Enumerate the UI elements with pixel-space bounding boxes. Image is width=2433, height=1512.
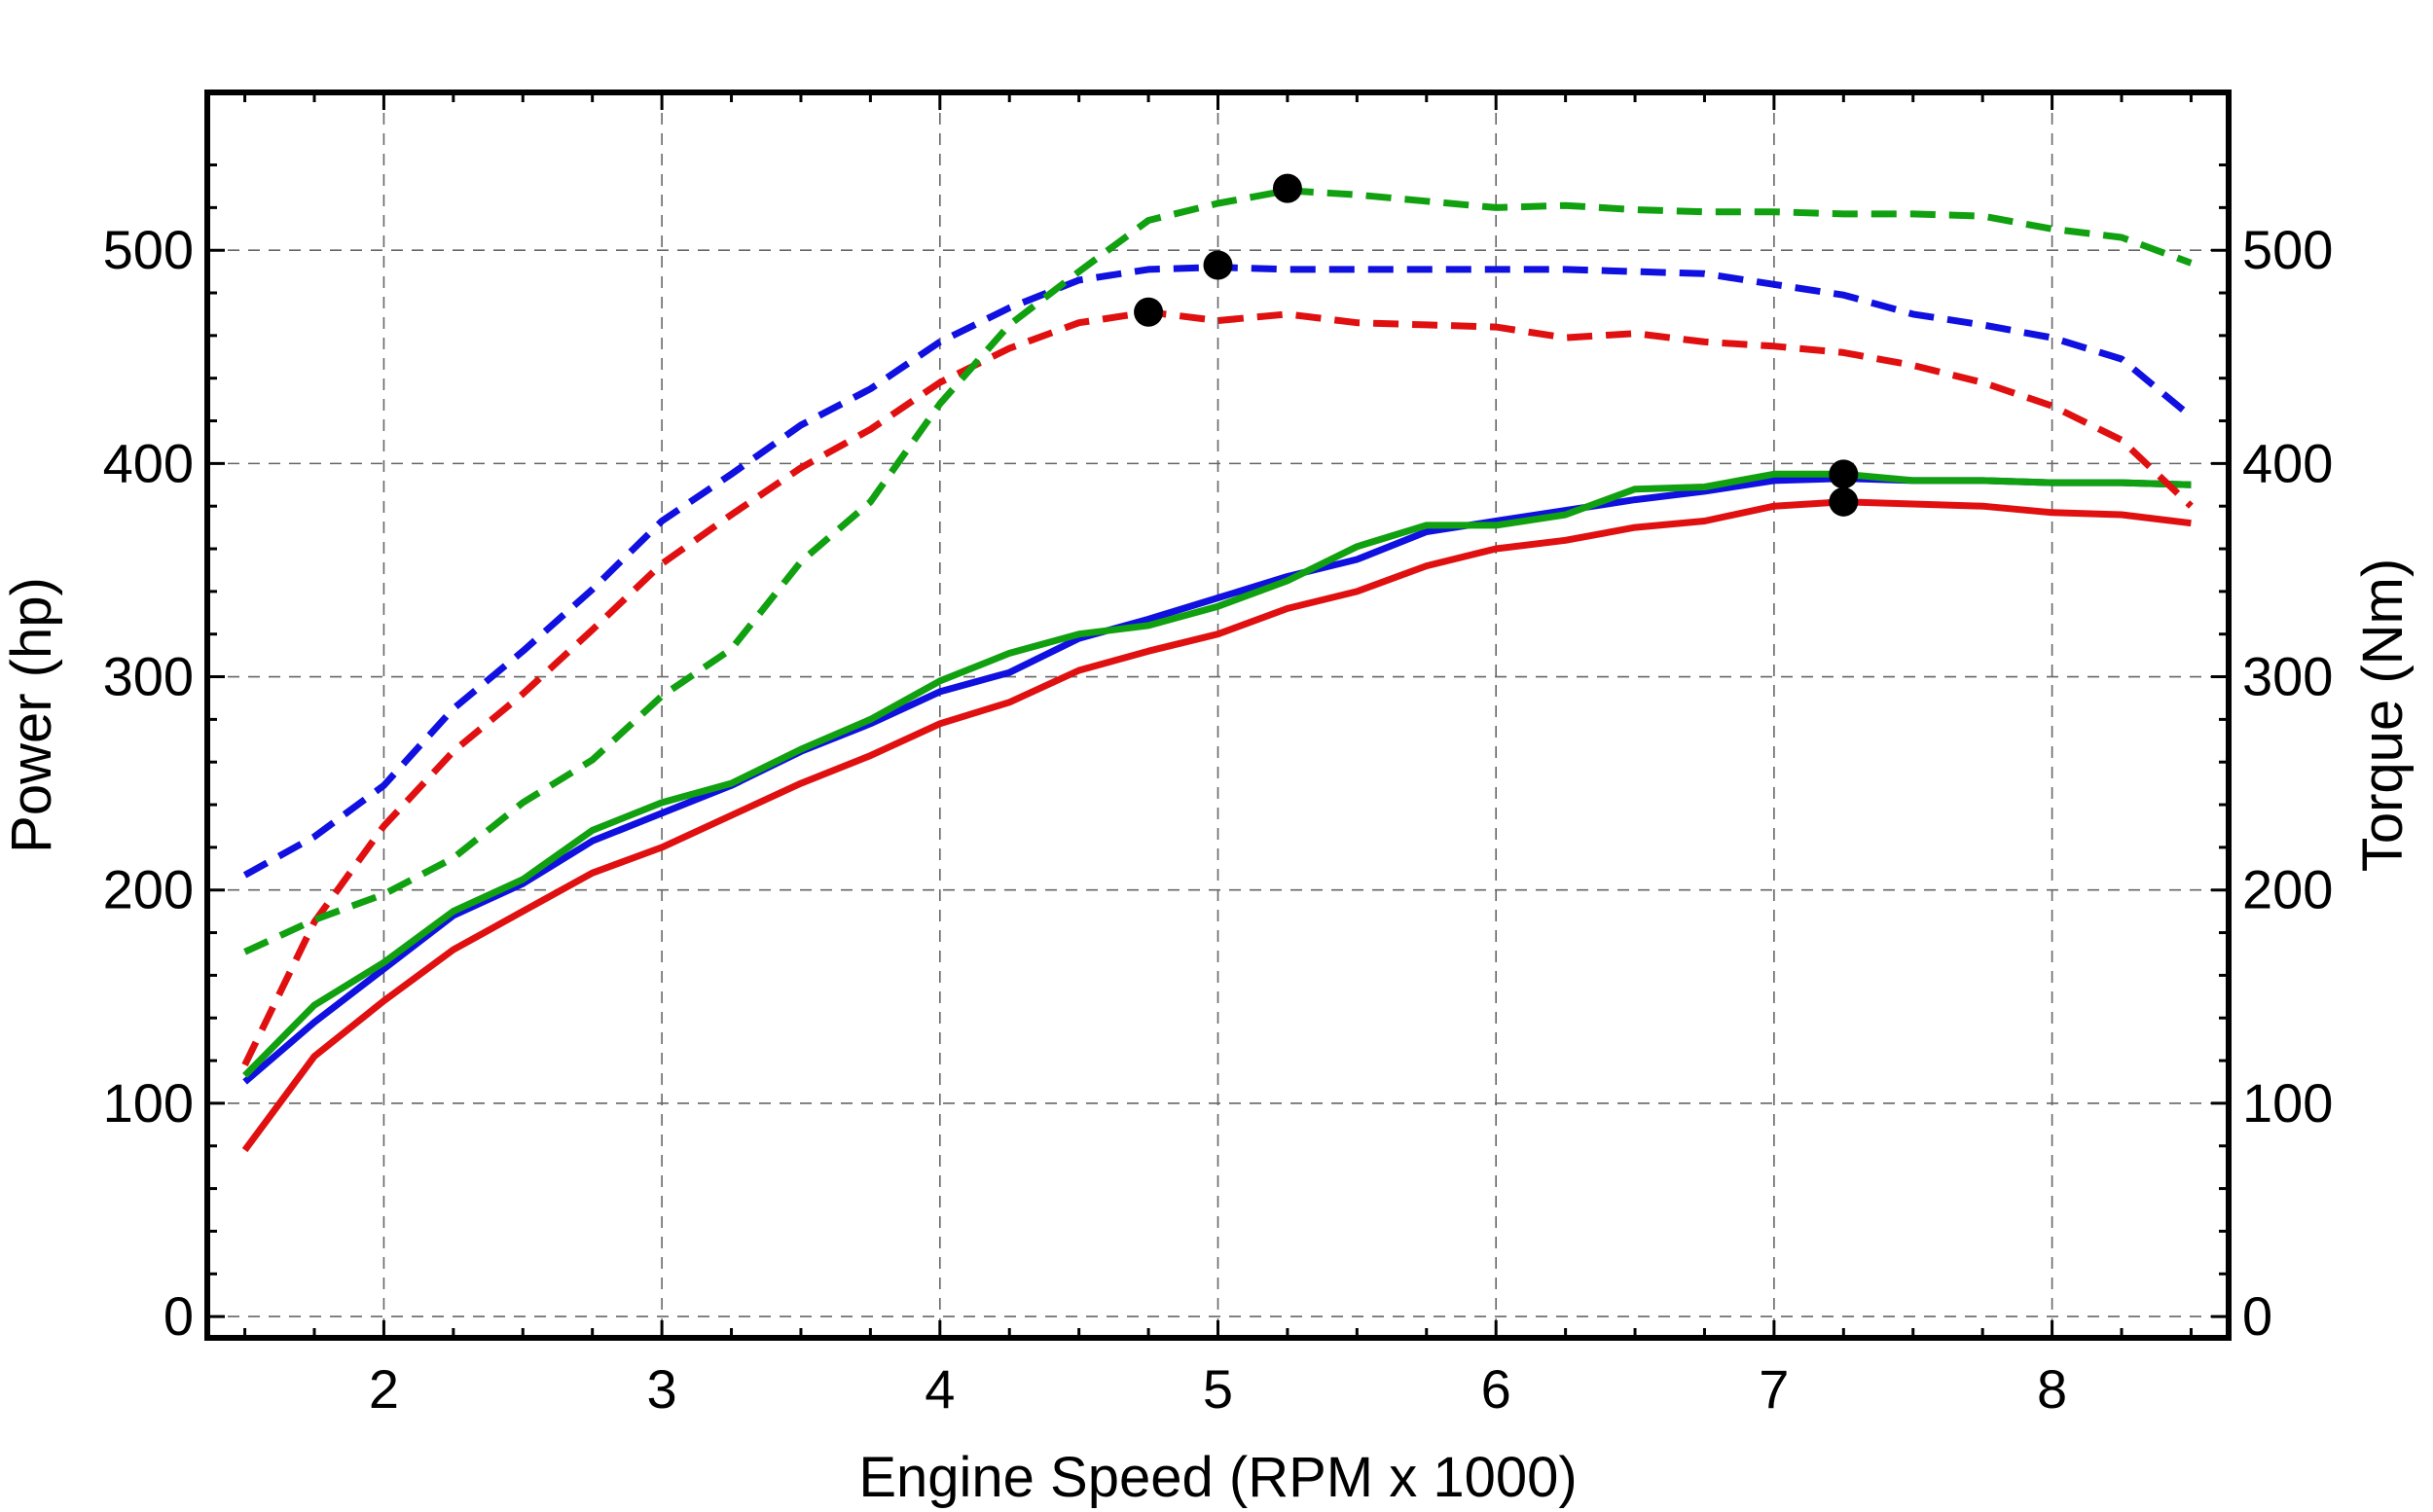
y-tick-label-left: 500 <box>103 219 194 280</box>
x-tick-label: 5 <box>1203 1358 1233 1420</box>
y-tick-label-left: 400 <box>103 432 194 493</box>
peak-marker <box>1134 297 1164 327</box>
torque-curve-dashed <box>243 187 2193 955</box>
power-curve-solid <box>241 498 2192 1153</box>
y-tick-label-right: 100 <box>2242 1072 2333 1134</box>
peak-marker <box>1829 486 1859 517</box>
grid-lines <box>207 92 2229 1338</box>
x-tick-label: 2 <box>369 1358 399 1420</box>
power-curve-solid <box>242 470 2192 1078</box>
peak-marker <box>1829 459 1859 489</box>
tick-labels: 2 3 4 5 6 7 8 0 100 200 300 400 500 0 100 200 300 400 500 <box>103 219 2334 1420</box>
y-tick-label-left: 100 <box>103 1072 194 1134</box>
x-tick-label: 6 <box>1481 1358 1511 1420</box>
y-tick-label-right: 0 <box>2242 1285 2272 1347</box>
axis-ticks <box>207 92 2229 1338</box>
y-tick-label-right: 300 <box>2242 646 2333 707</box>
x-axis-title: Engine Speed (RPM x 1000) <box>858 1446 1577 1509</box>
peak-markers <box>1134 173 1859 517</box>
y-axis-title-left: Power (hp) <box>0 577 63 853</box>
y-tick-label-left: 0 <box>163 1285 194 1347</box>
y-tick-label-right: 400 <box>2242 432 2333 493</box>
x-tick-label: 3 <box>647 1358 677 1420</box>
x-tick-label: 4 <box>925 1358 955 1420</box>
peak-marker <box>1272 173 1302 203</box>
y-tick-label-right: 200 <box>2242 859 2333 920</box>
y-tick-label-left: 300 <box>103 646 194 707</box>
peak-marker <box>1203 250 1233 280</box>
y-tick-label-right: 500 <box>2242 219 2333 280</box>
x-tick-label: 8 <box>2037 1358 2067 1420</box>
y-tick-label-left: 200 <box>103 859 194 920</box>
x-tick-label: 7 <box>1759 1358 1789 1420</box>
y-axis-title-right: Torque (Nm) <box>2351 558 2415 872</box>
